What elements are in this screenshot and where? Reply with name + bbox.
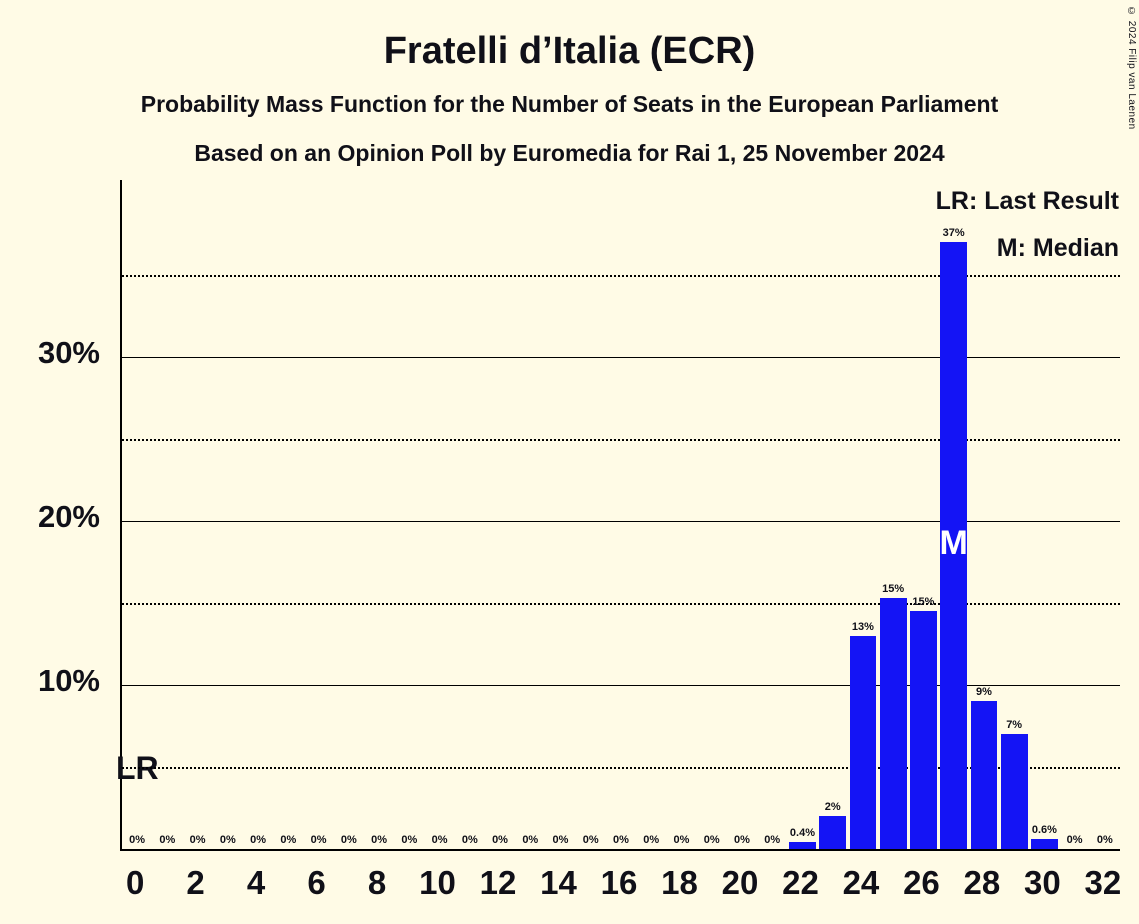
plot-area: LR 0% 0% 0% 0% 0% 0% 0% 0% 0% 0% 0% 0% 0% 0% 0% 0% 0% 0% 0… bbox=[116, 180, 1120, 851]
bar-value-label-seat-21: 0% bbox=[764, 834, 781, 846]
bar-seat-24 bbox=[849, 635, 877, 849]
legend-median: M: Median bbox=[996, 234, 1119, 262]
x-tick-20: 20 bbox=[721, 864, 759, 901]
bar-seat-26 bbox=[910, 611, 937, 849]
y-tick-20%: 20% bbox=[37, 499, 100, 535]
x-tick-32: 32 bbox=[1084, 864, 1122, 901]
x-tick-14: 14 bbox=[540, 864, 577, 901]
x-axis-labels: 0 2 4 6 8 10 12 14 16 18 20 22 24 26 28 30 32 bbox=[120, 864, 1121, 914]
bar-seat-30 bbox=[1031, 839, 1058, 849]
bar-value-label-seat-15: 0% bbox=[582, 834, 599, 846]
y-tick-10%: 10% bbox=[37, 663, 100, 699]
bar-value-label-seat-26: 15% bbox=[912, 596, 935, 609]
bar-value-label-seat-9: 0% bbox=[401, 834, 418, 846]
bar-value-label-seat-31: 0% bbox=[1066, 834, 1083, 846]
gridline-dotted-25 bbox=[122, 439, 1120, 442]
bar-value-label-seat-29: 7% bbox=[1006, 719, 1023, 732]
x-tick-2: 2 bbox=[186, 864, 205, 901]
bar-value-label-seat-7: 0% bbox=[340, 834, 357, 846]
x-tick-16: 16 bbox=[600, 864, 638, 901]
bar-value-label-seat-2: 0% bbox=[189, 834, 206, 846]
x-tick-4: 4 bbox=[246, 864, 266, 901]
bar-value-label-seat-32: 0% bbox=[1096, 834, 1113, 846]
gridline-solid-20 bbox=[122, 521, 1120, 523]
x-tick-24: 24 bbox=[842, 864, 880, 901]
bar-value-label-seat-28: 9% bbox=[975, 686, 992, 699]
bar-seat-29 bbox=[1000, 734, 1028, 849]
bar-seat-28 bbox=[970, 701, 998, 849]
copyright-notice: © 2024 Filip van Laenen bbox=[1126, 6, 1137, 130]
chart-subtitle: Probability Mass Function for the Number… bbox=[140, 91, 999, 117]
gridline-solid-30 bbox=[122, 357, 1120, 359]
bar-seat-25 bbox=[879, 598, 907, 849]
x-tick-12: 12 bbox=[479, 864, 517, 901]
legend-last-result: LR: Last Result bbox=[935, 187, 1119, 215]
gridline-dotted-15 bbox=[122, 603, 1120, 606]
bar-value-label-seat-19: 0% bbox=[703, 834, 720, 846]
bar-seat-27 bbox=[940, 242, 968, 849]
bar-value-label-seat-6: 0% bbox=[310, 834, 327, 846]
bar-value-label-seat-10: 0% bbox=[431, 834, 448, 846]
x-tick-0: 0 bbox=[125, 864, 145, 901]
bar-value-label-seat-5: 0% bbox=[280, 834, 297, 846]
bar-value-label-seat-11: 0% bbox=[461, 834, 478, 846]
bar-value-label-seat-14: 0% bbox=[552, 834, 569, 846]
x-tick-18: 18 bbox=[661, 864, 698, 901]
bar-value-label-seat-25: 15% bbox=[882, 583, 905, 596]
bar-value-label-seat-20: 0% bbox=[734, 834, 750, 846]
median-marker: M bbox=[939, 523, 968, 562]
bar-value-label-seat-12: 0% bbox=[492, 834, 508, 846]
gridline-solid-10 bbox=[122, 685, 1120, 687]
bar-value-label-seat-13: 0% bbox=[522, 834, 539, 846]
x-tick-28: 28 bbox=[963, 864, 1001, 901]
y-axis-labels: 10% 20% 30% bbox=[0, 180, 100, 849]
bar-value-label-seat-8: 0% bbox=[371, 834, 387, 846]
x-tick-10: 10 bbox=[419, 864, 456, 901]
x-tick-26: 26 bbox=[903, 864, 940, 901]
bar-value-label-seat-16: 0% bbox=[613, 834, 629, 846]
x-tick-30: 30 bbox=[1024, 864, 1061, 901]
x-tick-8: 8 bbox=[367, 864, 387, 901]
chart-title: Fratelli d’Italia (ECR) bbox=[383, 30, 756, 72]
bar-value-label-seat-27: 37% bbox=[942, 227, 965, 240]
chart-poll-source: Based on an Opinion Poll by Euromedia fo… bbox=[194, 140, 945, 166]
bar-value-label-seat-17: 0% bbox=[643, 834, 660, 846]
gridline-dotted-5 bbox=[122, 767, 1120, 769]
bar-seat-22 bbox=[789, 842, 816, 849]
x-tick-22: 22 bbox=[782, 864, 819, 901]
y-tick-30%: 30% bbox=[37, 335, 100, 371]
bar-value-label-seat-4: 0% bbox=[250, 834, 267, 846]
bar-seat-23 bbox=[819, 816, 847, 849]
bar-value-label-seat-23: 2% bbox=[824, 801, 841, 814]
bar-value-label-seat-24: 13% bbox=[851, 620, 874, 633]
bar-value-label-seat-18: 0% bbox=[673, 834, 690, 846]
bar-value-label-seat-30: 0.6% bbox=[1031, 824, 1057, 837]
bar-value-label-seat-1: 0% bbox=[159, 834, 176, 846]
bar-value-label-seat-22: 0.4% bbox=[789, 827, 815, 840]
x-tick-6: 6 bbox=[307, 864, 326, 901]
bar-value-label-seat-0: 0% bbox=[129, 834, 146, 846]
gridline-dotted-35 bbox=[122, 275, 1120, 278]
bar-value-label-seat-3: 0% bbox=[219, 834, 236, 846]
